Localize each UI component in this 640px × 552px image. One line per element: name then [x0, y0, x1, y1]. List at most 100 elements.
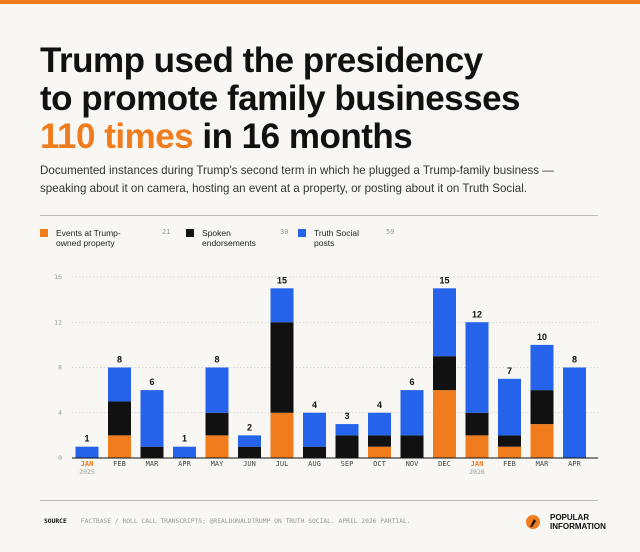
bar-total-label: 8 — [572, 355, 577, 365]
bar-segment — [140, 390, 164, 447]
bar-total-label: 4 — [377, 400, 382, 410]
bar-segment — [108, 367, 131, 402]
popular-information-logo-icon — [526, 515, 540, 529]
title-line-1: Trump used the presidency — [40, 41, 483, 80]
source-text: FACTBASE / ROLL CALL TRANSCRIPTS; @REALD… — [80, 518, 411, 525]
page-title: Trump used the presidency to promote fam… — [40, 42, 620, 156]
bar-total-label: 2 — [247, 422, 252, 432]
bar-segment — [205, 435, 229, 458]
year-label: 2026 — [469, 468, 485, 476]
title-rest: in 16 months — [193, 117, 413, 156]
bar-segment — [368, 435, 391, 447]
x-tick-label: MAY — [211, 460, 224, 468]
y-tick-label: 0 — [58, 454, 62, 462]
bar-segment — [368, 446, 391, 458]
top-accent-bar — [0, 0, 640, 4]
bar-segment — [400, 435, 424, 458]
x-tick-label: JAN — [471, 460, 484, 468]
bar-total-label: 3 — [344, 411, 349, 421]
bar-total-label: 4 — [312, 400, 317, 410]
bar-total-label: 1 — [182, 434, 187, 444]
bar-segment — [270, 322, 294, 413]
bar-segment — [498, 446, 521, 458]
bar-segment — [270, 288, 294, 323]
legend-count: 59 — [386, 228, 395, 236]
x-tick-label: SEP — [341, 460, 354, 468]
bar-segment — [498, 378, 521, 436]
x-tick-label: FEB — [503, 460, 516, 468]
bar-segment — [335, 435, 359, 458]
legend-item-truth: Truth Social posts 59 — [298, 228, 394, 248]
x-tick-label: FEB — [113, 460, 126, 468]
bar-segment — [270, 412, 294, 458]
bar-segment — [433, 390, 456, 458]
bar-segment — [530, 390, 554, 425]
year-label: 2025 — [79, 468, 95, 476]
x-tick-label: JUN — [243, 460, 256, 468]
bar-total-label: 1 — [84, 434, 89, 444]
y-tick-label: 16 — [54, 273, 62, 281]
bar-segment — [108, 435, 131, 458]
bar-segment — [238, 446, 261, 458]
bar-segment — [400, 390, 424, 436]
bar-total-label: 6 — [149, 377, 154, 387]
bar-segment — [433, 288, 456, 357]
bar-segment — [205, 412, 229, 436]
subtitle: Documented instances during Trump's seco… — [40, 164, 554, 195]
bar-segment — [108, 401, 131, 436]
bar-segment — [173, 446, 196, 458]
bar-total-label: 10 — [537, 332, 547, 342]
x-tick-label: DEC — [438, 460, 451, 468]
legend-count: 21 — [162, 228, 171, 236]
bar-segment — [530, 344, 554, 391]
bar-total-label: 7 — [507, 366, 512, 376]
bar-segment — [303, 412, 326, 447]
bar-segment — [335, 424, 359, 436]
bar-segment — [530, 424, 554, 458]
y-tick-label: 12 — [54, 318, 62, 326]
bar-segment — [433, 356, 456, 391]
bar-segment — [205, 367, 229, 413]
x-tick-label: OCT — [373, 460, 386, 468]
bar-segment — [368, 412, 391, 436]
bar-total-label: 12 — [472, 309, 482, 319]
bar-segment — [465, 412, 489, 436]
legend-swatch — [298, 229, 306, 237]
legend-label: Spoken endorsements — [202, 228, 256, 248]
brand-line-2: INFORMATION — [550, 522, 606, 531]
legend-label: Truth Social posts — [314, 228, 360, 248]
bar-segment — [140, 446, 164, 458]
legend-label: Events at Trump-owned property — [56, 228, 121, 248]
title-line-3: 110 times in 16 months — [40, 118, 620, 156]
source-note: SOURCE FACTBASE / ROLL CALL TRANSCRIPTS; … — [44, 518, 411, 525]
legend-item-spoken: Spoken endorsements 30 — [186, 228, 288, 248]
x-tick-label: MAR — [146, 460, 159, 468]
legend-swatch — [40, 229, 48, 237]
bar-segment — [563, 367, 586, 458]
bar-segment — [498, 435, 521, 447]
divider — [40, 215, 598, 216]
brand-line-1: POPULAR — [550, 513, 590, 522]
bar-total-label: 15 — [277, 275, 287, 285]
bar-segment — [238, 435, 261, 447]
title-line-2: to promote family businesses — [40, 79, 521, 118]
bar-segment — [75, 446, 99, 458]
bar-segment — [465, 322, 489, 413]
y-tick-label: 8 — [58, 364, 62, 372]
x-tick-label: JUL — [276, 460, 289, 468]
brand-logo: POPULAR INFORMATION — [526, 513, 606, 531]
bar-total-label: 6 — [409, 377, 414, 387]
legend-item-events: Events at Trump-owned property 21 — [40, 228, 170, 248]
y-tick-label: 4 — [58, 409, 62, 417]
source-label: SOURCE — [44, 518, 67, 525]
bar-segment — [303, 446, 326, 458]
x-tick-label: NOV — [406, 460, 419, 468]
title-highlight: 110 times — [40, 117, 194, 156]
footer-divider — [40, 500, 598, 501]
x-tick-label: JAN — [81, 460, 94, 468]
x-tick-label: AUG — [308, 460, 321, 468]
bar-segment — [465, 435, 489, 458]
legend-count: 30 — [280, 228, 289, 236]
bar-total-label: 8 — [117, 355, 122, 365]
